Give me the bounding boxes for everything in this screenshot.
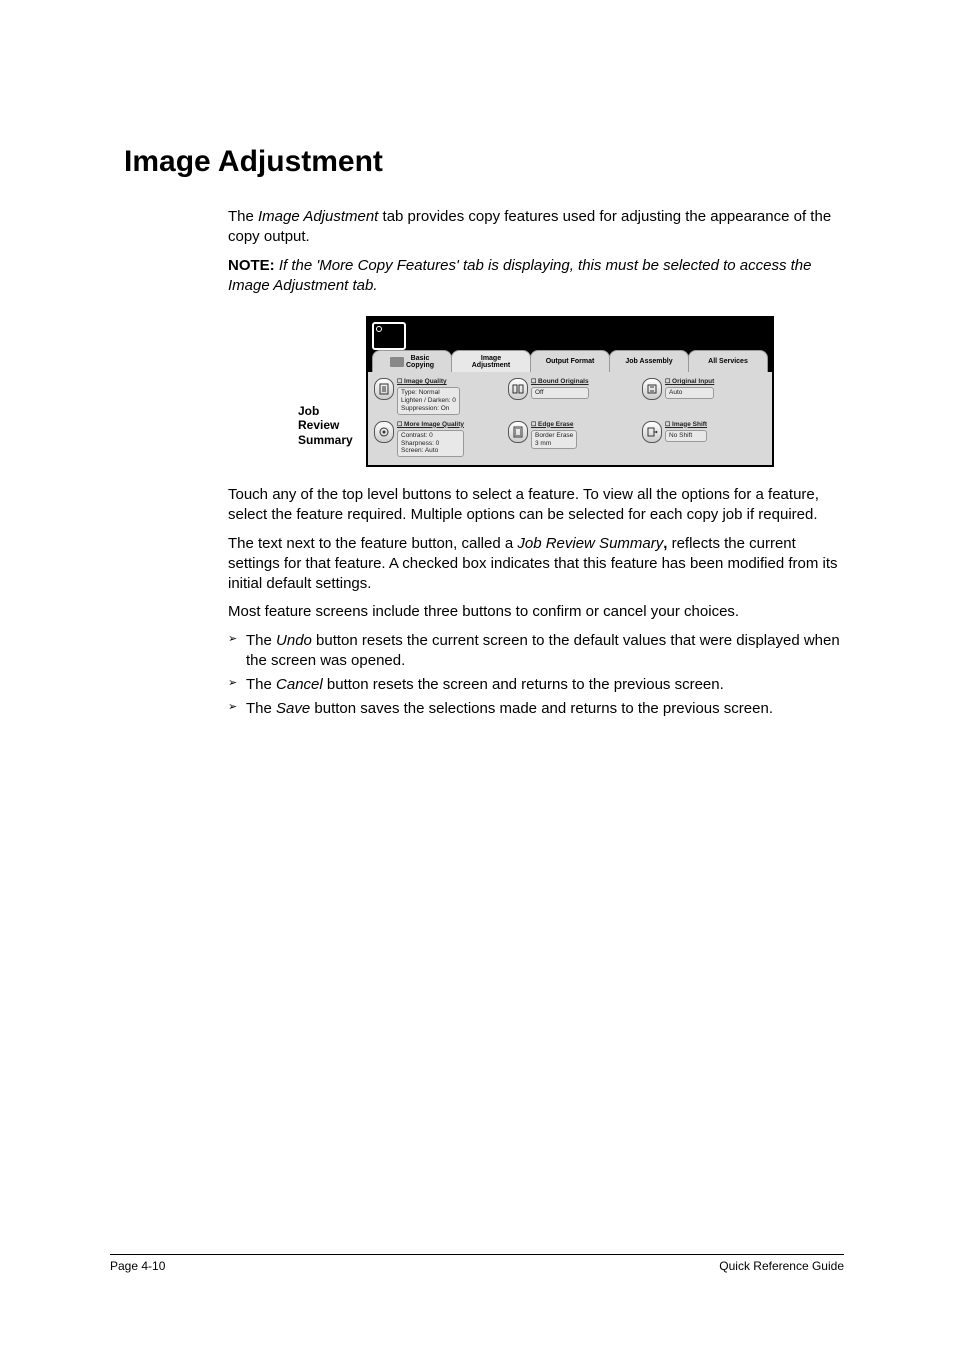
- b2a: The: [246, 676, 276, 693]
- b3a: The: [246, 700, 276, 717]
- b1b: Undo: [276, 632, 312, 649]
- feature-panel: Image Quality Type: Normal Lighten / Dar…: [368, 372, 772, 465]
- feature-edge-erase[interactable]: Edge Erase Border Erase 3 mm: [508, 421, 632, 458]
- bullet-undo: The Undo button resets the current scree…: [228, 631, 844, 672]
- feature-original-input[interactable]: Original Input Auto: [642, 378, 766, 415]
- paragraph-touch: Touch any of the top level buttons to se…: [228, 485, 844, 526]
- feature-title: Image Quality: [397, 378, 460, 386]
- feature-title: Image Shift: [665, 421, 707, 429]
- more-image-quality-icon: [374, 421, 394, 443]
- tab-job-assembly[interactable]: Job Assembly: [609, 350, 689, 372]
- feature-image-quality[interactable]: Image Quality Type: Normal Lighten / Dar…: [374, 378, 498, 415]
- feature-line: Contrast: 0: [401, 432, 460, 440]
- tab-output-format[interactable]: Output Format: [530, 350, 610, 372]
- original-input-icon: [642, 378, 662, 400]
- p3a: The text next to the feature button, cal…: [228, 535, 517, 552]
- tab-all-services[interactable]: All Services: [688, 350, 768, 372]
- bullet-list: The Undo button resets the current scree…: [228, 631, 844, 720]
- b2c: button resets the screen and returns to …: [323, 676, 724, 693]
- b1a: The: [246, 632, 276, 649]
- feature-title: More Image Quality: [397, 421, 464, 429]
- intro-text-b: Image Adjustment: [258, 208, 378, 225]
- feature-line: No Shift: [669, 432, 703, 440]
- b1c: button resets the current screen to the …: [246, 632, 840, 669]
- feature-line: 3 mm: [535, 440, 573, 448]
- feature-line: Auto: [669, 389, 710, 397]
- bound-originals-icon: [508, 378, 528, 400]
- footer-right: Quick Reference Guide: [719, 1259, 844, 1273]
- feature-bound-originals[interactable]: Bound Originals Off: [508, 378, 632, 415]
- p3b: Job Review Summary: [517, 535, 663, 552]
- edge-erase-icon: [508, 421, 528, 443]
- note-text: If the 'More Copy Features' tab is displ…: [228, 257, 812, 294]
- figure-label-l3: Summary: [298, 433, 353, 447]
- feature-more-image-quality[interactable]: More Image Quality Contrast: 0 Sharpness…: [374, 421, 498, 458]
- tab-row: Basic Copying Image Adjustment Output Fo…: [368, 348, 772, 372]
- page-footer: Page 4-10 Quick Reference Guide: [110, 1254, 844, 1273]
- feature-line: Screen: Auto: [401, 447, 460, 455]
- copying-icon: [390, 357, 404, 367]
- feature-title: Edge Erase: [531, 421, 577, 429]
- tab-ia-l2: Adjustment: [472, 362, 511, 369]
- feature-line: Type: Normal: [401, 389, 456, 397]
- tab-ia-l1: Image: [481, 355, 501, 362]
- feature-line: Suppression: On: [401, 405, 456, 413]
- note-label: NOTE:: [228, 257, 275, 274]
- feature-image-shift[interactable]: Image Shift No Shift: [642, 421, 766, 458]
- paragraph-most: Most feature screens include three butto…: [228, 602, 844, 622]
- corner-icon: [372, 322, 406, 350]
- intro-text-a: The: [228, 208, 258, 225]
- intro-paragraph: The Image Adjustment tab provides copy f…: [228, 207, 844, 248]
- image-quality-icon: [374, 378, 394, 400]
- body-text-block: The Image Adjustment tab provides copy f…: [228, 207, 844, 720]
- bullet-save: The Save button saves the selections mad…: [228, 699, 844, 719]
- image-shift-icon: [642, 421, 662, 443]
- page: Image Adjustment The Image Adjustment ta…: [0, 0, 954, 1351]
- tab-image-adjustment[interactable]: Image Adjustment: [451, 350, 531, 372]
- tab-copying[interactable]: Basic Copying: [372, 350, 452, 372]
- figure-callout-label: Job Review Summary: [298, 404, 360, 467]
- tab-copying-l2: Copying: [406, 362, 434, 369]
- feature-line: Lighten / Darken: 0: [401, 397, 456, 405]
- page-heading: Image Adjustment: [124, 145, 844, 179]
- b3b: Save: [276, 700, 310, 717]
- feature-line: Border Erase: [535, 432, 573, 440]
- bullet-cancel: The Cancel button resets the screen and …: [228, 675, 844, 695]
- feature-line: Off: [535, 389, 585, 397]
- figure-label-l1: Job: [298, 404, 319, 418]
- b2b: Cancel: [276, 676, 323, 693]
- ui-screenshot-mock: Basic Copying Image Adjustment Output Fo…: [366, 316, 774, 467]
- feature-title: Bound Originals: [531, 378, 589, 386]
- b3c: button saves the selections made and ret…: [310, 700, 773, 717]
- footer-left: Page 4-10: [110, 1259, 165, 1273]
- paragraph-jrs: The text next to the feature button, cal…: [228, 534, 844, 595]
- figure-label-l2: Review: [298, 418, 339, 432]
- note-paragraph: NOTE: If the 'More Copy Features' tab is…: [228, 256, 844, 297]
- feature-line: Sharpness: 0: [401, 440, 460, 448]
- feature-title: Original Input: [665, 378, 714, 386]
- figure-wrap: Job Review Summary Basic Copying: [228, 316, 844, 467]
- tab-copying-l1: Basic: [411, 355, 430, 362]
- p3c: ,: [663, 535, 671, 552]
